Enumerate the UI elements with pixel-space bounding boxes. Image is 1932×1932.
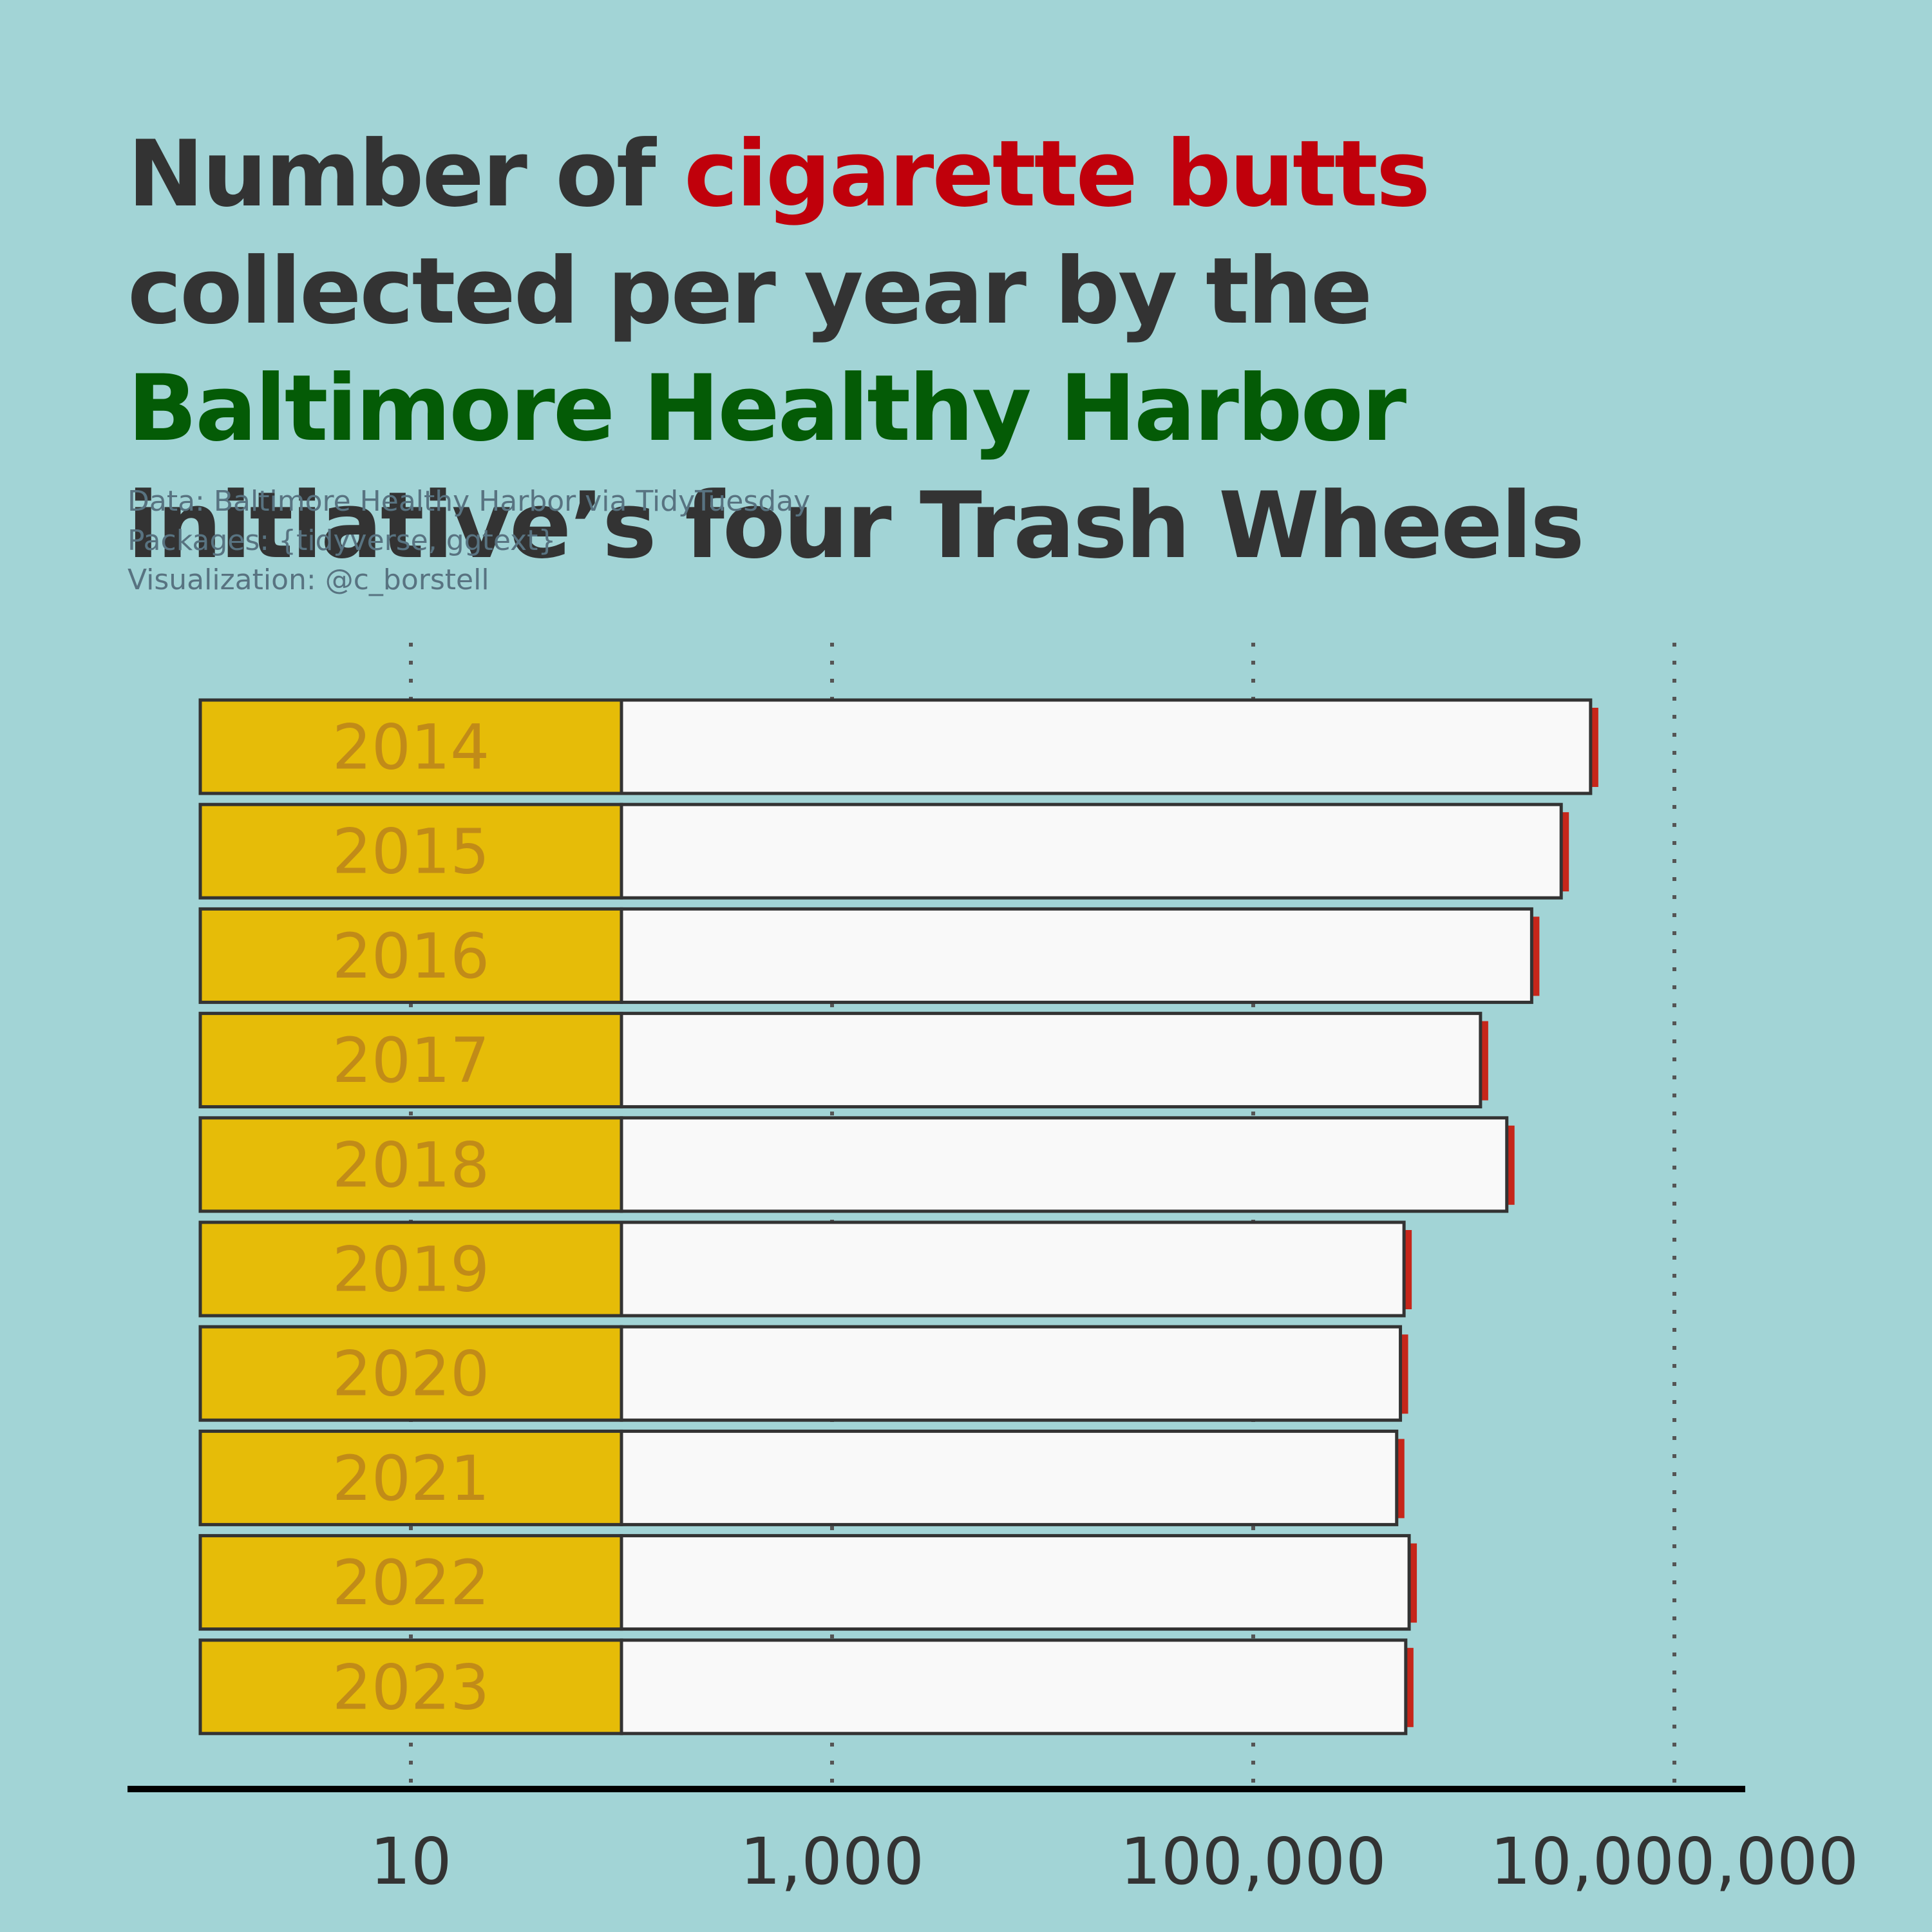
bar-ember-2017	[1480, 1021, 1488, 1101]
year-label-2022: 2022	[332, 1547, 489, 1619]
bar-ember-2021	[1396, 1439, 1405, 1519]
x-tick-label: 1,000	[740, 1824, 924, 1899]
bar-ember-2023	[1405, 1647, 1414, 1727]
title-part-1: Number of	[128, 121, 685, 227]
bar-2023: 2023	[198, 1638, 1414, 1736]
year-label-2021: 2021	[332, 1443, 489, 1515]
year-label-2014: 2014	[332, 712, 489, 784]
bar-ember-2015	[1561, 812, 1569, 892]
bar-filter-2015	[198, 802, 623, 900]
bar-filter-2017	[198, 1012, 623, 1109]
title-part-2: collected per year by the	[128, 238, 1372, 345]
bar-2018: 2018	[198, 1116, 1515, 1213]
year-label-2016: 2016	[332, 920, 489, 992]
bar-filter-2022	[198, 1534, 623, 1631]
bar-2019: 2019	[198, 1220, 1412, 1318]
bar-paper-2016	[620, 907, 1533, 1004]
bar-paper-2022	[620, 1534, 1411, 1631]
bar-paper-2018	[620, 1116, 1509, 1213]
bar-ember-2014	[1590, 708, 1598, 787]
title-highlight-baltimore-healthy-harbor: Baltimore Healthy Harbor	[128, 355, 1406, 462]
title-part-3: initiative’s four Trash Wheels	[128, 473, 1585, 579]
title-highlight-cigarette-butts: cigarette butts	[684, 121, 1430, 227]
bar-filter-2023	[198, 1638, 623, 1736]
bar-paper-2023	[620, 1638, 1408, 1736]
x-tick-label: 10,000,000	[1490, 1824, 1859, 1899]
bar-2015: 2015	[198, 802, 1569, 900]
x-tick-label: 100,000	[1120, 1824, 1387, 1899]
bar-filter-2019	[198, 1220, 623, 1318]
bar-ember-2022	[1409, 1543, 1417, 1623]
year-label-2015: 2015	[332, 816, 489, 888]
bar-paper-2020	[620, 1325, 1403, 1422]
year-label-2018: 2018	[332, 1129, 489, 1201]
bar-2020: 2020	[198, 1325, 1408, 1422]
year-label-2023: 2023	[332, 1651, 489, 1723]
caption-packages: Packages: {tidyverse, ggtext}	[128, 524, 556, 557]
bars: 2014 2015 2016 2017 2018 2019 2020 2021 2022 2023	[198, 698, 1598, 1736]
year-label-2019: 2019	[332, 1234, 489, 1306]
bar-paper-2021	[620, 1429, 1399, 1526]
bar-filter-2016	[198, 907, 623, 1004]
bar-2021: 2021	[198, 1429, 1405, 1526]
bar-ember-2016	[1531, 916, 1540, 996]
bar-2022: 2022	[198, 1534, 1417, 1631]
bar-2014: 2014	[198, 698, 1598, 795]
bar-2017: 2017	[198, 1012, 1488, 1109]
bar-filter-2018	[198, 1116, 623, 1213]
chart-title: Number of cigarette butts collected per …	[128, 116, 1866, 585]
year-label-2017: 2017	[332, 1025, 489, 1097]
bar-ember-2020	[1400, 1334, 1408, 1414]
bar-filter-2020	[198, 1325, 623, 1422]
caption: Data: Baltimore Healthy Harbor via TidyT…	[128, 482, 810, 600]
x-axis-tick-labels: 10 1,000 100,000 10,000,000	[370, 1824, 1859, 1899]
bar-paper-2014	[620, 698, 1593, 795]
caption-visualization-credit: Visualization: @c_borstell	[128, 564, 489, 596]
bar-paper-2015	[620, 802, 1563, 900]
bar-filter-2021	[198, 1429, 623, 1526]
caption-data-source: Data: Baltimore Healthy Harbor via TidyT…	[128, 485, 811, 518]
year-label-2020: 2020	[332, 1338, 489, 1410]
bar-ember-2018	[1506, 1125, 1515, 1205]
x-tick-label: 10	[370, 1824, 451, 1899]
bar-paper-2017	[620, 1012, 1482, 1109]
bar-ember-2019	[1404, 1230, 1412, 1309]
bar-filter-2014	[198, 698, 623, 795]
bar-2016: 2016	[198, 907, 1540, 1004]
bar-paper-2019	[620, 1220, 1406, 1318]
